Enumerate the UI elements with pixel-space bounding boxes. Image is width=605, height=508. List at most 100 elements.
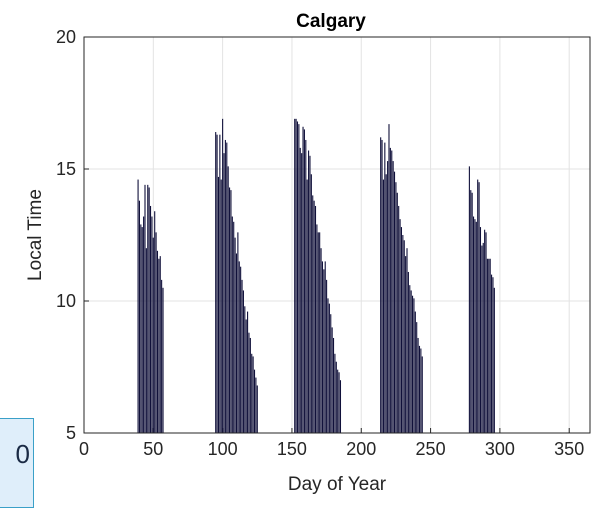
bar xyxy=(247,311,249,433)
y-tick-label: 15 xyxy=(56,159,76,179)
x-tick-label: 250 xyxy=(416,439,446,459)
bar xyxy=(324,261,326,433)
bar xyxy=(403,240,405,433)
bar xyxy=(308,150,310,433)
bar xyxy=(321,261,323,433)
bar xyxy=(231,216,233,433)
bar xyxy=(245,319,247,433)
bar xyxy=(473,216,475,433)
bar xyxy=(471,192,473,433)
bar xyxy=(334,353,336,433)
bar xyxy=(224,139,226,433)
y-tick-labels: 5 10 15 20 xyxy=(56,27,76,443)
bar xyxy=(478,182,480,433)
bar xyxy=(393,171,396,433)
bar xyxy=(220,179,222,433)
bar xyxy=(488,258,490,433)
bar xyxy=(156,250,159,433)
bar xyxy=(305,139,307,433)
bar xyxy=(338,372,340,433)
y-tick-label: 20 xyxy=(56,27,76,47)
bar xyxy=(296,121,299,433)
x-tick-label: 300 xyxy=(485,439,515,459)
bar xyxy=(319,232,321,433)
bar xyxy=(486,258,488,433)
bar xyxy=(244,306,246,433)
chart-title: Calgary xyxy=(296,11,366,32)
y-tick-label: 10 xyxy=(56,291,76,311)
bar xyxy=(158,258,160,433)
bar xyxy=(414,311,416,433)
bar xyxy=(151,216,153,433)
bar xyxy=(309,155,311,434)
overlay-text: 0 xyxy=(15,439,30,469)
x-tick-label: 150 xyxy=(277,439,307,459)
bar xyxy=(388,124,390,434)
bar xyxy=(256,385,258,433)
bar xyxy=(482,242,484,433)
overlay-panel: 0 xyxy=(0,418,34,508)
bar xyxy=(380,137,382,433)
bar xyxy=(400,227,403,433)
bar xyxy=(149,205,152,433)
bar xyxy=(421,356,423,433)
bar xyxy=(407,271,409,433)
bar xyxy=(294,118,296,433)
bar xyxy=(235,253,238,433)
bar xyxy=(381,139,383,433)
bar xyxy=(479,227,482,433)
bar xyxy=(339,380,342,433)
bar xyxy=(417,337,419,433)
bar xyxy=(252,356,254,433)
bar xyxy=(313,200,315,433)
bar xyxy=(310,174,312,433)
bar xyxy=(229,187,231,433)
bar xyxy=(406,248,408,433)
bar xyxy=(298,124,300,434)
bar xyxy=(402,235,404,433)
bar xyxy=(148,187,150,433)
bar xyxy=(420,348,422,433)
bars xyxy=(137,118,495,434)
bar xyxy=(249,337,251,433)
bar xyxy=(140,224,142,433)
bar xyxy=(327,298,329,433)
bar xyxy=(227,166,229,434)
bar xyxy=(154,211,156,433)
bar xyxy=(147,184,149,433)
bar xyxy=(484,229,486,433)
bar xyxy=(468,166,470,434)
bar xyxy=(384,142,386,433)
bar xyxy=(409,285,411,433)
bar xyxy=(320,248,322,433)
bar xyxy=(398,205,400,433)
chart: Calgary 0 50 100 150 200 250 300 350 5 10 15 20 Da… xyxy=(25,11,591,495)
plot-frame xyxy=(83,36,591,434)
bar xyxy=(316,224,318,433)
bar xyxy=(301,153,303,433)
bar xyxy=(332,337,335,433)
bar xyxy=(491,274,493,433)
bar xyxy=(299,147,301,433)
x-tick-label: 350 xyxy=(554,439,584,459)
bar xyxy=(295,118,297,433)
bar xyxy=(161,279,163,433)
bar xyxy=(234,237,236,433)
bar xyxy=(159,256,161,433)
bar xyxy=(306,179,308,433)
y-axis-label: Local Time xyxy=(25,189,46,281)
bar xyxy=(303,129,305,433)
bar xyxy=(141,227,143,433)
bar xyxy=(410,290,412,433)
bar xyxy=(237,232,239,433)
bar xyxy=(240,266,242,433)
bar xyxy=(215,132,217,434)
bar xyxy=(137,179,139,433)
bar xyxy=(216,134,218,433)
bar xyxy=(331,327,333,433)
bar xyxy=(143,216,145,433)
bar xyxy=(392,161,394,433)
bar xyxy=(230,190,232,433)
bar xyxy=(138,200,140,433)
bar xyxy=(389,147,391,433)
